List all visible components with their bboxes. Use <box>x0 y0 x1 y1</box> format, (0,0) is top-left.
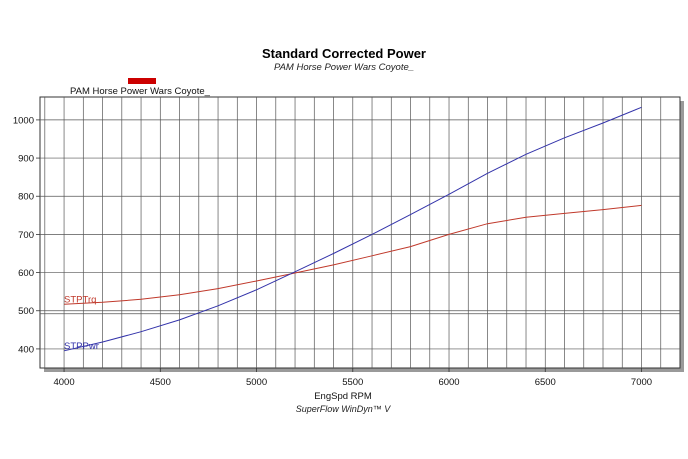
footer-text: SuperFlow WinDyn™ V <box>296 404 391 414</box>
y-tick-label: 600 <box>18 268 34 279</box>
plot-frame <box>39 96 681 369</box>
y-tick-label: 700 <box>18 230 34 241</box>
y-tick-label: 1000 <box>13 115 34 126</box>
chart-title: Standard Corrected Power <box>262 46 426 61</box>
legend-label: PAM Horse Power Wars Coyote_ <box>70 86 211 97</box>
legend-swatch <box>128 78 156 84</box>
series-label-stptrq: STPTrq <box>64 294 96 305</box>
x-tick-label: 5500 <box>342 377 363 388</box>
x-axis-label: EngSpd RPM <box>314 391 372 402</box>
x-tick-label: 4500 <box>150 377 171 388</box>
x-tick-label: 6000 <box>438 377 459 388</box>
series-line-stppwr <box>63 106 642 352</box>
x-tick-label: 7000 <box>631 377 652 388</box>
x-tick-label: 4000 <box>53 377 74 388</box>
series-line-stptrq <box>64 204 642 305</box>
plot-area: 400 500 600 700 800 900 1000 4000 4500 5000 5500 60… <box>13 96 684 388</box>
y-tick-label: 900 <box>18 154 34 165</box>
y-tick-label: 500 <box>18 306 34 317</box>
x-tick-label: 5000 <box>246 377 267 388</box>
legend: PAM Horse Power Wars Coyote_ <box>70 78 211 97</box>
y-tick-label: 400 <box>18 344 34 355</box>
series-label-stppwr: STPPwr <box>64 341 99 352</box>
chart-subtitle: PAM Horse Power Wars Coyote_ <box>274 62 414 73</box>
x-tick-label: 6500 <box>535 377 556 388</box>
y-tick-label: 800 <box>18 192 34 203</box>
